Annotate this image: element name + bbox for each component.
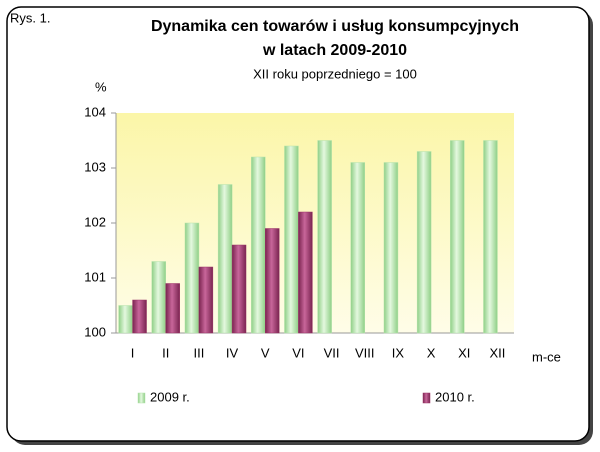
bar — [165, 283, 180, 334]
bar — [350, 162, 366, 334]
bar — [383, 162, 399, 334]
x-tick-label: II — [162, 345, 169, 360]
x-tick-label: VI — [292, 345, 304, 360]
bar — [284, 145, 299, 334]
legend-swatch — [422, 392, 431, 404]
bar — [184, 222, 200, 334]
x-tick-label: IV — [226, 345, 239, 360]
x-tick-label: IX — [392, 345, 405, 360]
x-axis-label: m-ce — [532, 349, 561, 364]
chart-title: Dynamika cen towarów i usług konsumpcyjn… — [151, 18, 519, 35]
plot-area — [116, 113, 514, 333]
legend-swatch — [137, 392, 146, 404]
chart-subtitle: XII roku poprzedniego = 100 — [253, 66, 417, 81]
bar — [198, 266, 214, 334]
legend-label: 2009 r. — [150, 389, 190, 404]
y-tick-label: 100 — [84, 324, 106, 339]
x-tick-label: X — [427, 345, 436, 360]
y-tick-label: 102 — [84, 214, 106, 229]
y-tick-label: 104 — [84, 104, 106, 119]
x-tick-label: III — [193, 345, 204, 360]
x-tick-label: XII — [489, 345, 505, 360]
bar — [317, 140, 332, 334]
bar — [416, 151, 432, 334]
bar — [231, 244, 247, 334]
bar — [483, 140, 498, 334]
bar — [265, 228, 280, 334]
legend-label: 2010 r. — [435, 389, 475, 404]
y-tick-label: 103 — [84, 159, 106, 174]
bar — [251, 156, 266, 334]
bar — [118, 305, 133, 334]
bar — [298, 211, 313, 334]
bar — [151, 261, 167, 334]
x-tick-label: VIII — [355, 345, 375, 360]
x-tick-label: VII — [324, 345, 340, 360]
bar — [132, 299, 147, 334]
y-tick-label: 101 — [84, 269, 106, 284]
y-axis-label: % — [95, 79, 107, 94]
chart-title: w latach 2009-2010 — [262, 42, 407, 59]
x-tick-label: V — [261, 345, 270, 360]
figure-label: Rys. 1. — [10, 10, 50, 25]
bar — [450, 140, 465, 334]
x-tick-label: I — [131, 345, 135, 360]
bar — [217, 184, 233, 334]
x-tick-label: XI — [458, 345, 470, 360]
